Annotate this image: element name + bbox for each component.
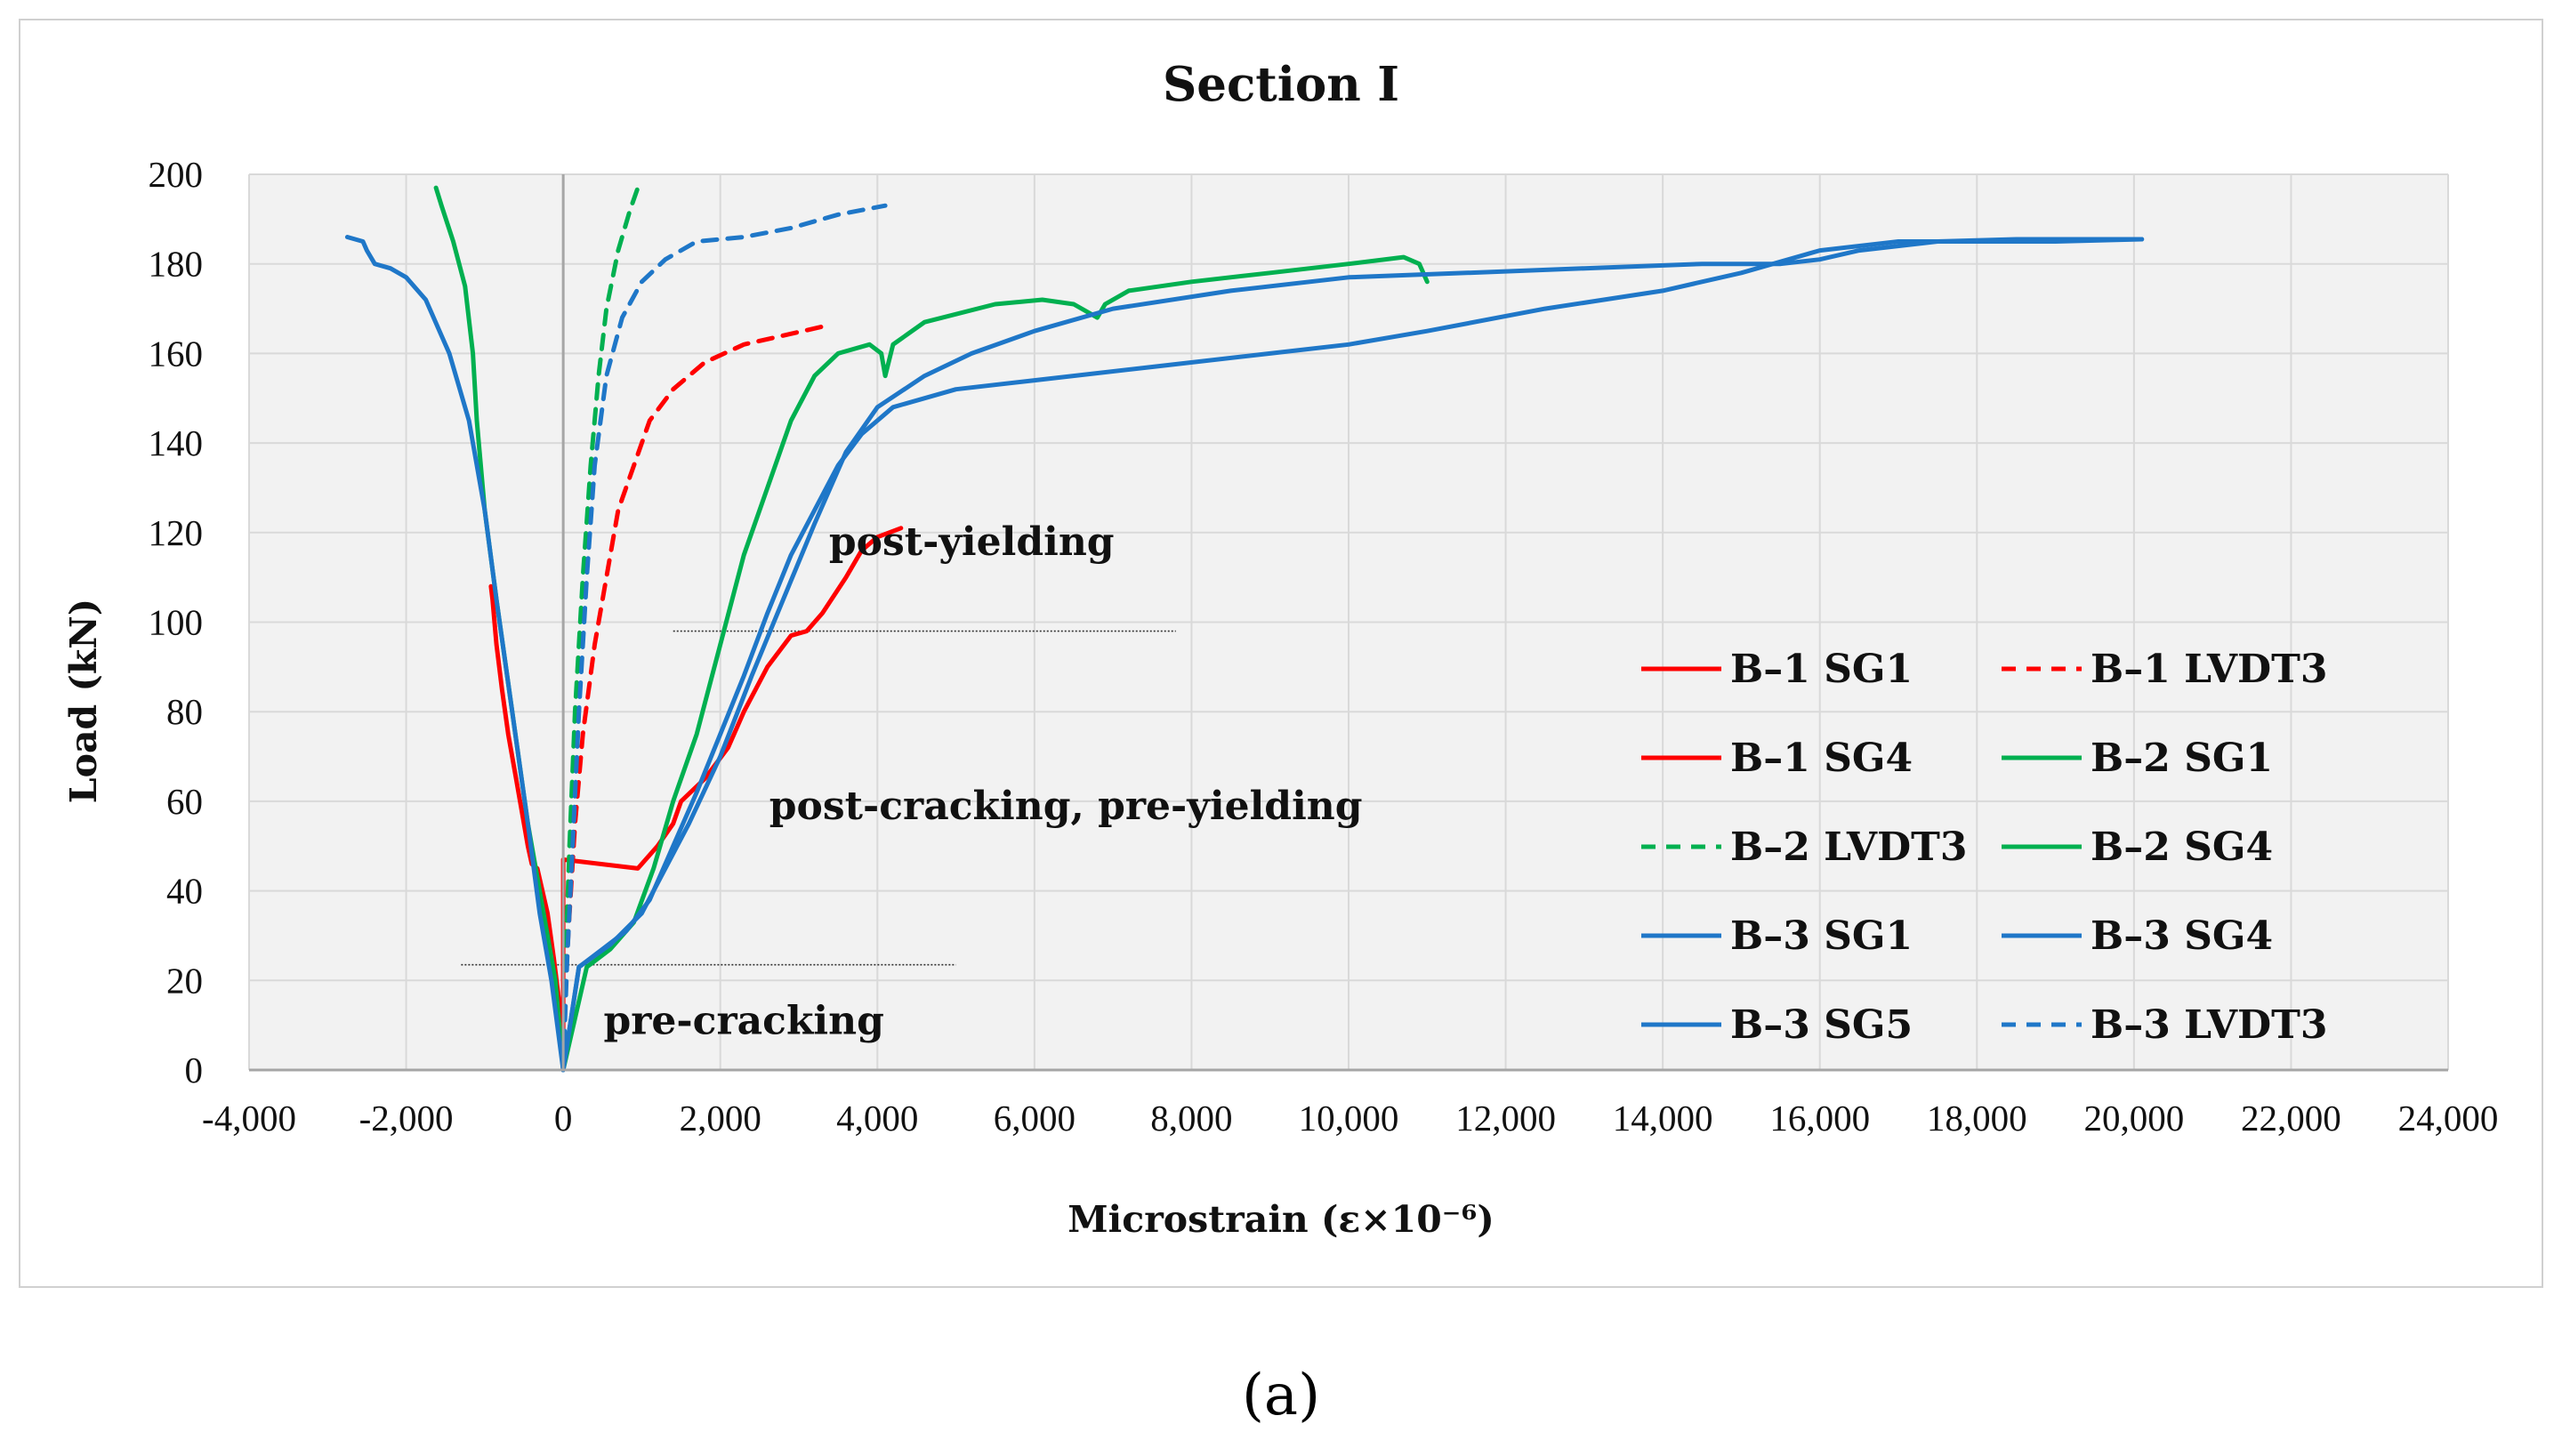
y-tick-label: 200 (149, 154, 204, 195)
series-line (488, 583, 566, 1073)
legend-label: B–1 SG4 (1730, 736, 1913, 781)
y-tick-label: 0 (185, 1050, 204, 1090)
figure-caption: (a) (1242, 1363, 1320, 1428)
x-tick-label: 8,000 (1150, 1098, 1232, 1138)
x-axis-title: Microstrain (ε×10⁻⁶) (1068, 1198, 1494, 1241)
y-tick-label: 20 (166, 960, 203, 1001)
x-tick-label: 12,000 (1455, 1098, 1556, 1138)
tick-labels: -4,000 -2,000 0 2,000 4,000 6,000 8,000 10,000 1… (149, 154, 2499, 1138)
x-tick-label: 6,000 (994, 1098, 1076, 1138)
legend-label: B–1 SG1 (1730, 647, 1913, 692)
series-line (560, 237, 2145, 1073)
series-line (560, 254, 1430, 1073)
annotations: post-yielding post-cracking, pre-yielding… (603, 519, 1362, 1044)
x-tick-label: 22,000 (2241, 1098, 2341, 1138)
legend-label: B–2 SG1 (2091, 736, 2273, 781)
annotation-label: post-yielding (829, 519, 1115, 565)
series-line (344, 235, 566, 1073)
x-tick-label: -4,000 (202, 1098, 296, 1138)
y-tick-label: 120 (149, 512, 204, 553)
legend-label: B–1 LVDT3 (2091, 647, 2328, 692)
y-tick-label: 40 (166, 871, 203, 912)
annotation-label: pre-cracking (603, 999, 883, 1044)
y-tick-label: 160 (149, 333, 204, 374)
x-tick-label: 16,000 (1769, 1098, 1870, 1138)
x-tick-label: 24,000 (2398, 1098, 2499, 1138)
region-lines (461, 630, 1176, 966)
axes (249, 174, 2448, 1072)
x-tick-label: 2,000 (680, 1098, 761, 1138)
x-tick-label: 20,000 (2083, 1098, 2184, 1138)
legend-label: B–3 SG4 (2091, 913, 2273, 959)
x-tick-label: 14,000 (1613, 1098, 1713, 1138)
legend-label: B–3 LVDT3 (2091, 1002, 2328, 1048)
legend-label: B–3 SG5 (1730, 1002, 1913, 1048)
y-tick-label: 140 (149, 422, 204, 463)
y-axis-title: Load (kN) (62, 599, 105, 803)
x-tick-label: 18,000 (1927, 1098, 2027, 1138)
annotation-label: post-cracking, pre-yielding (769, 784, 1363, 829)
y-tick-label: 100 (149, 602, 204, 643)
series-lines (344, 185, 2145, 1073)
series-line (560, 203, 888, 1073)
series-line (560, 526, 904, 1073)
y-tick-label: 60 (166, 781, 203, 822)
chart-title: Section I (1163, 57, 1399, 112)
legend-label: B–2 LVDT3 (1730, 825, 1968, 870)
x-tick-label: 4,000 (836, 1098, 918, 1138)
legend: B–1 SG1 B–1 LVDT3 B–1 SG4 B–2 SG1 B–2 LVDT3 B… (1641, 647, 2328, 1048)
legend-label: B–2 SG4 (2091, 825, 2273, 870)
x-tick-label: -2,000 (359, 1098, 454, 1138)
legend-label: B–3 SG1 (1730, 913, 1913, 959)
x-tick-label: 0 (554, 1098, 573, 1138)
series-line (560, 185, 640, 1073)
y-tick-label: 180 (149, 244, 204, 285)
y-tick-label: 80 (166, 691, 203, 732)
x-tick-label: 10,000 (1299, 1098, 1399, 1138)
